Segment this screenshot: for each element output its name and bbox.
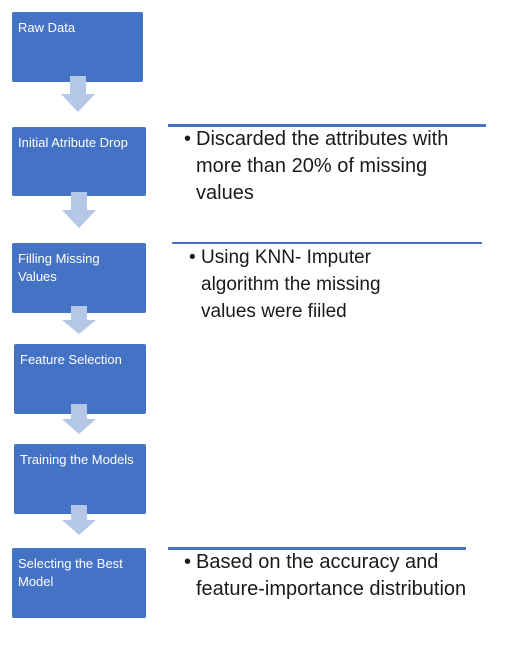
step-feature-selection: Feature Selection [14, 344, 146, 414]
bullet-icon: • [189, 247, 196, 268]
step-label: Selecting the Best Model [18, 556, 123, 589]
note-attribute-drop: • Discarded the attributes with more tha… [184, 126, 474, 207]
note-text: Discarded the attributes with more than … [196, 128, 449, 204]
note-model-selection: • Based on the accuracy and feature-impo… [184, 549, 474, 603]
down-arrow-icon [62, 505, 96, 535]
down-arrow-icon [62, 404, 96, 434]
step-label: Initial Atribute Drop [18, 135, 128, 150]
down-arrow-icon [62, 192, 96, 228]
down-arrow-icon [61, 76, 95, 112]
step-selecting-the-best-model: Selecting the Best Model [12, 548, 146, 618]
down-arrow-icon [62, 306, 96, 334]
note-divider [168, 124, 486, 127]
note-filling-missing: • Using KNN- Imputer algorithm the missi… [189, 244, 434, 325]
step-label: Training the Models [20, 452, 134, 467]
step-initial-attribute-drop: Initial Atribute Drop [12, 127, 146, 196]
note-divider [172, 242, 482, 244]
note-text: Based on the accuracy and feature-import… [196, 551, 467, 600]
step-raw-data: Raw Data [12, 12, 143, 82]
bullet-icon: • [184, 128, 192, 150]
note-divider [168, 547, 466, 550]
step-label: Filling Missing Values [18, 251, 100, 284]
step-filling-missing-values: Filling Missing Values [12, 243, 146, 313]
step-label: Raw Data [18, 20, 76, 35]
bullet-icon: • [184, 551, 192, 573]
step-training-the-models: Training the Models [14, 444, 146, 514]
step-label: Feature Selection [20, 352, 122, 367]
note-text: Using KNN- Imputer algorithm the missing… [201, 247, 381, 322]
